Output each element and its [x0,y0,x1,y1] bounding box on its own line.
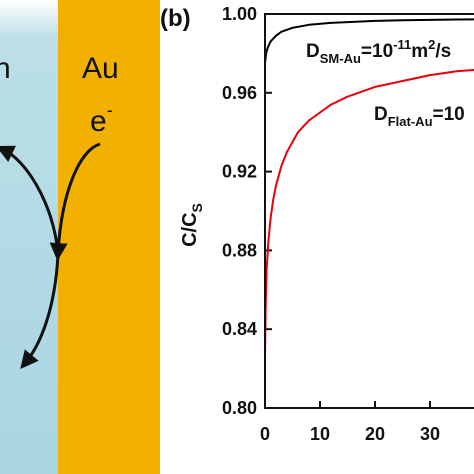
sm-au-series-line [264,18,474,64]
x-tick-label: 20 [365,424,385,444]
schematic-panel: n Au e- [0,0,160,474]
electron-arrow [49,142,101,261]
y-axis-title-main: C/C [179,212,201,246]
y-tick-label: 0.84 [222,319,257,339]
reduction-arrow [20,254,60,369]
schematic-svg [0,0,160,474]
annot2-rest: =10 [433,104,465,125]
series-group [264,18,474,357]
annotation-flat-au: DFlat-Au=10 [374,104,465,129]
annot1-rest: =10 [361,41,393,62]
annot1-unit-tail: /s [435,41,451,62]
y-tick-group: 0.80 0.84 0.88 0.92 0.96 1.00 [222,4,272,418]
plot-background [160,0,474,474]
annot2-sub: Flat-Au [388,114,433,129]
plot-frame [264,13,474,409]
annot1-unit-sup: 2 [428,37,435,52]
annotation-sm-au: DSM-Au=10-11m2/s [306,37,451,66]
solution-label: n [0,52,11,85]
electron-label: e- [90,100,113,139]
electron-symbol: e [90,105,107,138]
y-tick-label: 0.88 [222,240,257,260]
y-tick-label: 0.96 [222,83,257,103]
solution-region [0,0,58,474]
x-tick-group: 01020304 [260,401,440,444]
x-tick-label: 30 [420,424,440,444]
x-tick-label: 10 [310,424,330,444]
annot1-sup: -11 [393,37,411,52]
y-tick-label: 1.00 [222,4,257,24]
annot1-unit: m [411,41,428,62]
oxidation-arrow [0,145,60,253]
y-axis-title-sub: S [189,203,205,212]
flat-au-series-line [264,68,474,357]
y-tick-label: 0.80 [222,398,257,418]
y-axis-title: C/CS [179,203,205,247]
panel-label: (b) [160,5,191,32]
annot1-sub: SM-Au [320,51,361,66]
x-tick-label: 0 [260,424,270,444]
electron-charge: - [106,100,113,120]
annot1-main: D [306,41,320,62]
svg-text:C/CS: C/CS [179,203,205,247]
gold-electrode [58,0,160,474]
electrode-label: Au [82,52,119,85]
y-tick-label: 0.92 [222,162,257,182]
annot2-main: D [374,104,388,125]
